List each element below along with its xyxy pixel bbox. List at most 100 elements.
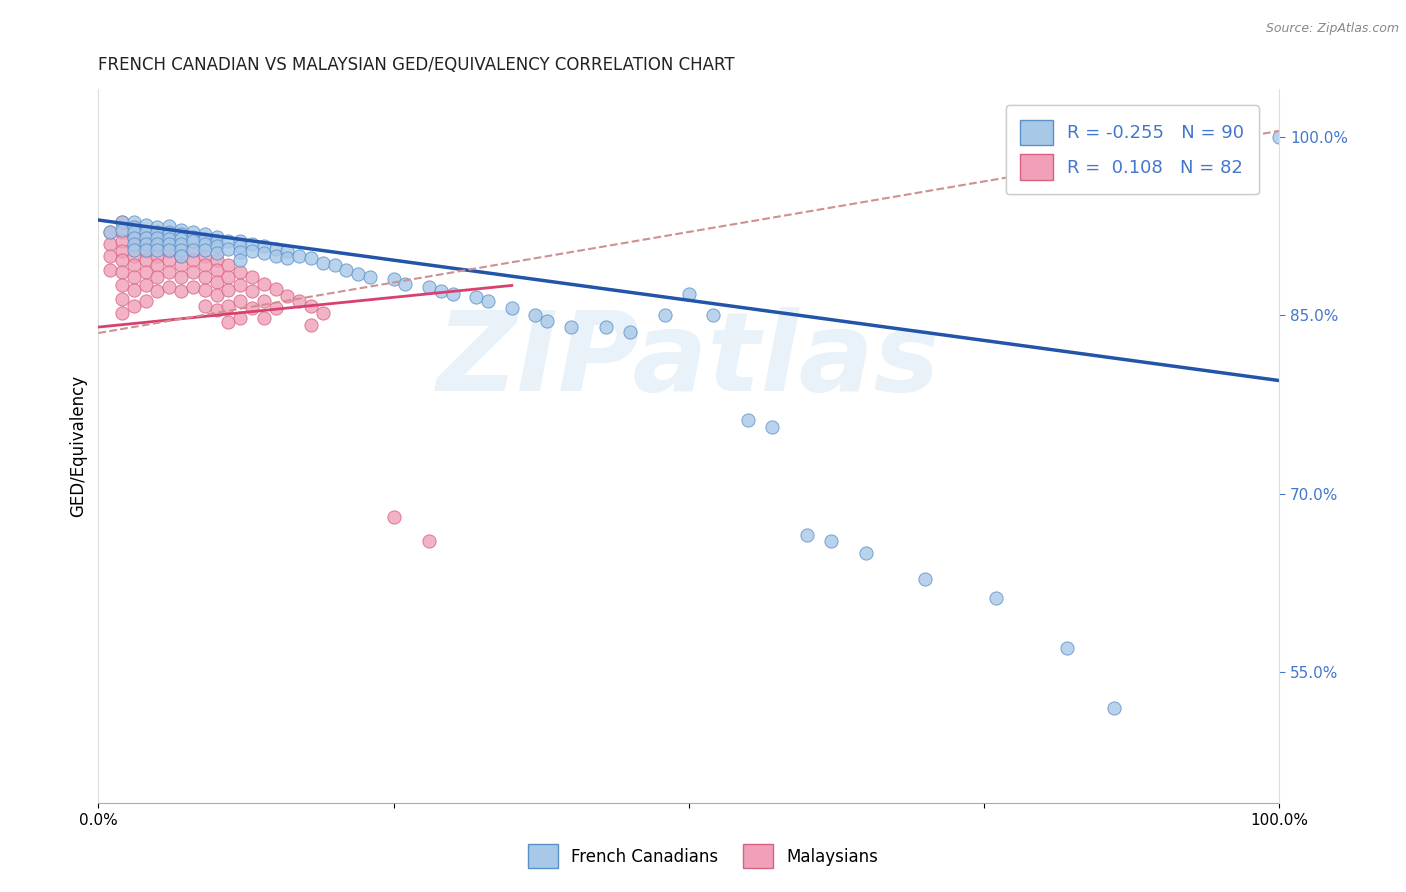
Point	[229, 253, 252, 268]
Point	[229, 293, 252, 308]
Point	[98, 236, 121, 251]
Point	[229, 265, 252, 279]
Point	[170, 285, 193, 299]
Point	[146, 231, 169, 245]
Point	[855, 546, 877, 560]
Point	[122, 220, 145, 235]
Point	[678, 286, 700, 301]
Point	[253, 239, 276, 253]
Point	[146, 258, 169, 272]
Point	[418, 534, 440, 549]
Point	[299, 299, 322, 313]
Point	[1056, 641, 1078, 656]
Point	[122, 283, 145, 297]
Point	[382, 272, 405, 286]
Point	[194, 232, 217, 246]
Point	[702, 308, 724, 322]
Point	[205, 303, 228, 318]
Point	[276, 244, 298, 258]
Point	[122, 215, 145, 229]
Point	[1268, 129, 1291, 144]
Point	[157, 232, 180, 246]
Point	[170, 227, 193, 242]
Point	[135, 244, 157, 258]
Point	[157, 244, 180, 258]
Point	[264, 301, 287, 315]
Point	[157, 235, 180, 249]
Point	[111, 235, 134, 249]
Point	[264, 282, 287, 296]
Point	[335, 263, 357, 277]
Point	[146, 270, 169, 285]
Point	[229, 310, 252, 325]
Point	[146, 239, 169, 253]
Point	[157, 253, 180, 268]
Point	[181, 279, 204, 293]
Point	[135, 225, 157, 239]
Point	[181, 253, 204, 268]
Point	[229, 239, 252, 253]
Point	[194, 299, 217, 313]
Point	[253, 293, 276, 308]
Point	[205, 239, 228, 253]
Point	[359, 270, 381, 285]
Point	[111, 225, 134, 239]
Point	[170, 222, 193, 236]
Point	[111, 253, 134, 268]
Point	[276, 251, 298, 265]
Point	[135, 253, 157, 268]
Point	[229, 245, 252, 260]
Point	[820, 534, 842, 549]
Point	[111, 215, 134, 229]
Legend: French Canadians, Malaysians: French Canadians, Malaysians	[522, 838, 884, 875]
Point	[122, 229, 145, 244]
Point	[135, 235, 157, 249]
Point	[347, 267, 370, 281]
Point	[111, 222, 134, 236]
Point	[240, 270, 263, 285]
Point	[217, 283, 239, 297]
Point	[276, 289, 298, 303]
Point	[240, 236, 263, 251]
Point	[761, 420, 783, 434]
Point	[122, 249, 145, 263]
Point	[194, 236, 217, 251]
Point	[181, 265, 204, 279]
Point	[288, 249, 311, 263]
Point	[382, 510, 405, 524]
Point	[157, 219, 180, 233]
Text: ZIPatlas: ZIPatlas	[437, 307, 941, 414]
Point	[135, 265, 157, 279]
Point	[229, 278, 252, 293]
Point	[619, 325, 641, 339]
Point	[98, 225, 121, 239]
Point	[477, 293, 499, 308]
Point	[170, 236, 193, 251]
Point	[796, 528, 818, 542]
Point	[441, 286, 464, 301]
Point	[98, 225, 121, 239]
Point	[170, 243, 193, 257]
Point	[122, 231, 145, 245]
Point	[122, 270, 145, 285]
Point	[170, 270, 193, 285]
Point	[595, 320, 617, 334]
Point	[194, 258, 217, 272]
Point	[146, 249, 169, 263]
Point	[205, 275, 228, 289]
Point	[205, 229, 228, 244]
Point	[524, 308, 547, 322]
Point	[299, 318, 322, 332]
Point	[205, 263, 228, 277]
Point	[323, 258, 346, 272]
Point	[1102, 700, 1125, 714]
Point	[98, 263, 121, 277]
Point	[122, 258, 145, 272]
Point	[194, 270, 217, 285]
Point	[312, 306, 335, 320]
Point	[312, 256, 335, 270]
Point	[135, 243, 157, 257]
Point	[111, 244, 134, 258]
Point	[157, 225, 180, 239]
Point	[264, 242, 287, 256]
